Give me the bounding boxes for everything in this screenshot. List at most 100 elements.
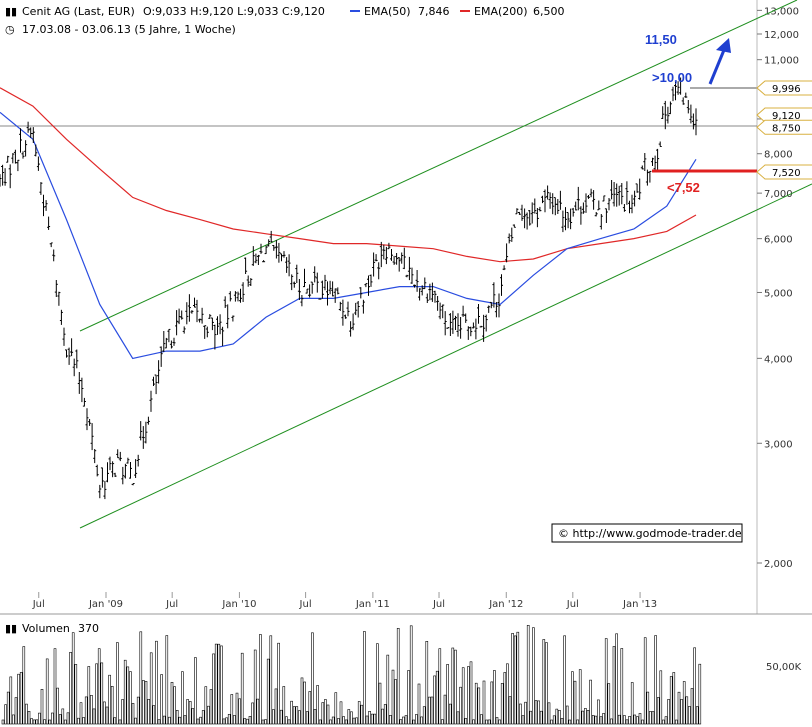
volume-bar [425,640,429,725]
volume-bar [22,646,26,725]
volume-bar [162,715,166,725]
volume-bar [298,710,301,725]
ema50-legend-label: EMA(50) [364,5,411,18]
volume-bar [235,692,239,725]
volume-bar [217,643,221,725]
volume-bar [269,635,273,725]
x-tick-label: Jul [299,599,312,610]
volume-bar [511,633,514,725]
watermark: © http://www.godmode-trader.de [551,523,743,543]
volume-bar [30,718,33,725]
volume-bar [433,675,436,725]
volume-bar [160,674,163,725]
volume-bar [214,643,218,725]
volume-bar [391,669,395,725]
y-tick-label: 4,000 [764,354,793,365]
volume-bar [412,719,416,725]
volume-bar [376,643,379,725]
volume-bar [56,687,59,725]
bar-chart-icon: ▮▮ [5,5,17,18]
volume-bar [27,710,31,725]
volume-bar [97,648,101,725]
volume-bar [506,663,509,725]
volume-bar [181,671,184,725]
volume-bar [38,712,41,725]
volume-bar [188,701,192,725]
volume-bar [105,706,109,725]
volume-bar [95,663,98,725]
volume-bar [526,624,530,725]
ema200-line [0,87,697,263]
volume-bar [173,686,176,725]
volume-bar [222,718,226,725]
volume-bar [555,708,559,725]
volume-bar [282,686,286,725]
volume-bar [347,709,351,725]
volume-bar [69,651,72,725]
volume-bar [259,634,262,725]
volume-bar [441,719,444,725]
volume-bar [532,627,535,725]
x-tick-label: Jul [165,599,178,610]
volume-bar [100,662,104,725]
volume-bar [6,691,10,725]
volume-bar [61,708,65,725]
volume-bar [110,685,114,725]
volume-bar [599,716,603,725]
volume-bar [84,696,88,725]
volume-bar [368,710,371,725]
target-annotation: 11,50 [645,32,677,47]
volume-bar [103,701,106,725]
volume-bar [682,681,686,725]
volume-bar [207,705,210,725]
volume-bar [79,702,83,725]
x-axis-ticks: Jul Jan '09 Jul Jan '10 Jul Jan '11 Jul Jan '12… [32,592,657,610]
volume-bar [381,708,384,725]
volume-bar [220,645,223,725]
volume-bar [615,633,618,725]
volume-bar [53,648,57,725]
volume-bar [9,676,13,725]
volume-bar [357,701,361,725]
volume-bar [355,717,358,725]
volume-bar [285,716,288,725]
volume-bar [266,658,270,725]
volume-bar [344,719,348,725]
volume-bar [500,683,504,725]
volume-bar [1,719,5,725]
price-badge-label: 9,120 [772,111,801,122]
volume-bar [225,717,228,725]
volume-bar [675,719,678,725]
volume-bar [695,706,699,725]
volume-bar [77,717,80,725]
volume-bar [40,688,44,725]
volume-bar [35,719,39,725]
volume-bar [209,689,213,725]
chart-title: Cenit AG (Last, EUR) [22,5,135,18]
volume-bar [472,719,475,725]
volume-bar [454,649,457,725]
volume-bar [134,717,137,725]
volume-bar [545,642,548,725]
volume-bar [326,704,330,725]
volume-bar [165,635,169,725]
y-tick-label: 11,000 [764,56,799,67]
volume-bars [1,624,702,725]
volume-bar [558,709,561,725]
volume-bar [389,714,392,725]
volume-bar [513,635,517,725]
volume-bar [370,713,374,725]
volume-bar [584,708,587,725]
volume-bar [300,677,304,725]
volume-bar [417,683,421,725]
volume-bar [183,715,187,725]
volume-bar [87,666,91,725]
y-tick-label: 3,000 [764,439,793,450]
volume-bar [279,709,283,725]
volume-bar [493,670,496,725]
volume-bar [698,663,702,725]
volume-bar [490,681,494,725]
volume-bar [495,717,499,725]
volume-bar [149,652,153,725]
